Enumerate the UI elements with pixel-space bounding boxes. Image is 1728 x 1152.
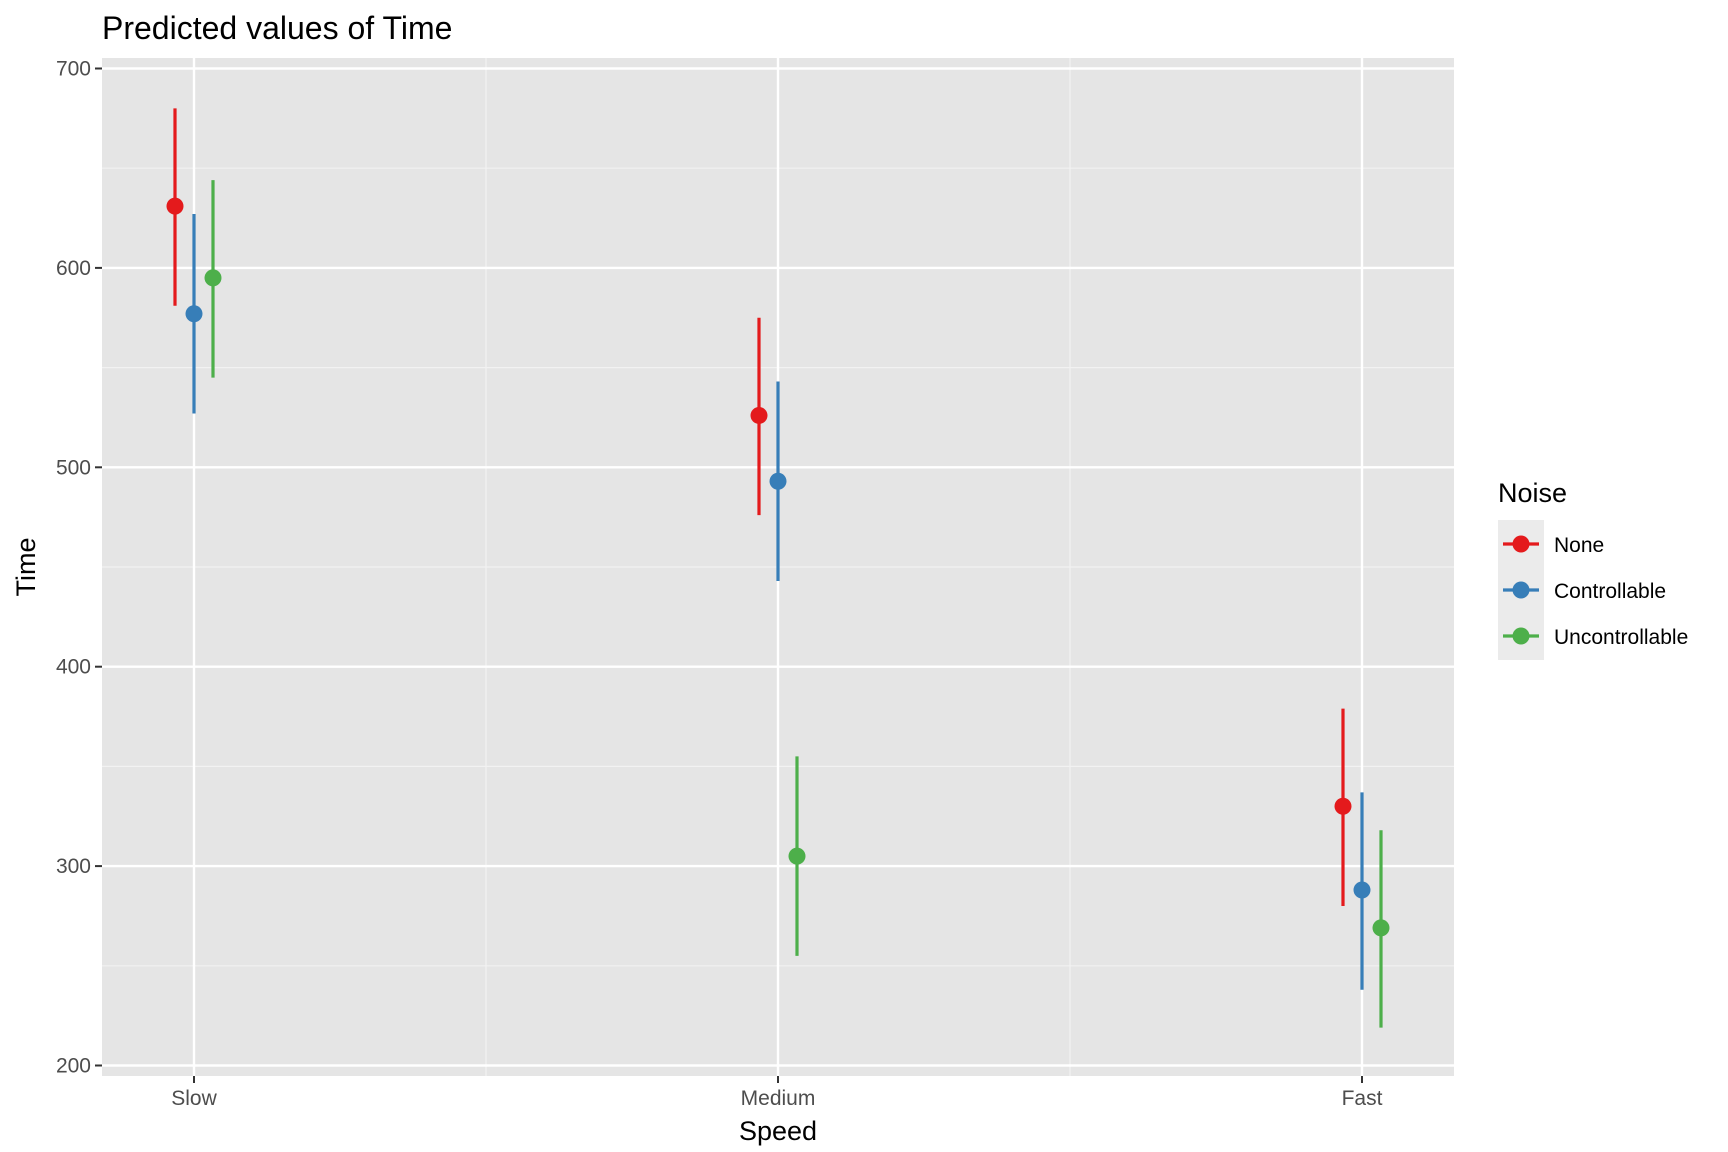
data-point bbox=[1353, 881, 1371, 899]
y-axis-title: Time bbox=[11, 538, 41, 597]
x-tick-label: Fast bbox=[1342, 1087, 1383, 1110]
data-point bbox=[1334, 797, 1352, 815]
y-tick-label: 500 bbox=[56, 456, 91, 479]
data-point bbox=[166, 197, 184, 215]
legend-key-point bbox=[1512, 535, 1530, 553]
data-point bbox=[769, 472, 787, 490]
legend-items: None Controllable Uncontrollable bbox=[1503, 534, 1688, 649]
legend: Noise None Controllable Uncontrollable bbox=[1498, 478, 1688, 660]
legend-key-point bbox=[1512, 581, 1530, 599]
legend-label: Uncontrollable bbox=[1554, 626, 1688, 649]
x-tick-label: Medium bbox=[741, 1087, 816, 1110]
y-axis: 200 300 400 500 600 700 bbox=[56, 58, 102, 1078]
data-point bbox=[788, 847, 806, 865]
y-tick-label: 200 bbox=[56, 1055, 91, 1078]
x-tick-label: Slow bbox=[171, 1087, 217, 1110]
chart-title: Predicted values of Time bbox=[102, 10, 452, 46]
y-tick-label: 400 bbox=[56, 656, 91, 679]
legend-title: Noise bbox=[1498, 478, 1567, 508]
legend-label: None bbox=[1554, 534, 1604, 557]
x-axis-title: Speed bbox=[739, 1116, 817, 1146]
y-tick-label: 300 bbox=[56, 855, 91, 878]
data-point bbox=[185, 305, 203, 323]
data-point bbox=[1372, 919, 1390, 937]
data-point bbox=[750, 406, 768, 424]
legend-key-point bbox=[1512, 627, 1530, 645]
series-layer bbox=[166, 108, 1390, 1028]
x-axis: Slow Medium Fast bbox=[171, 1076, 1383, 1110]
y-tick-label: 600 bbox=[56, 257, 91, 280]
y-tick-label: 700 bbox=[56, 58, 91, 81]
data-point bbox=[204, 269, 222, 287]
legend-label: Controllable bbox=[1554, 580, 1666, 603]
